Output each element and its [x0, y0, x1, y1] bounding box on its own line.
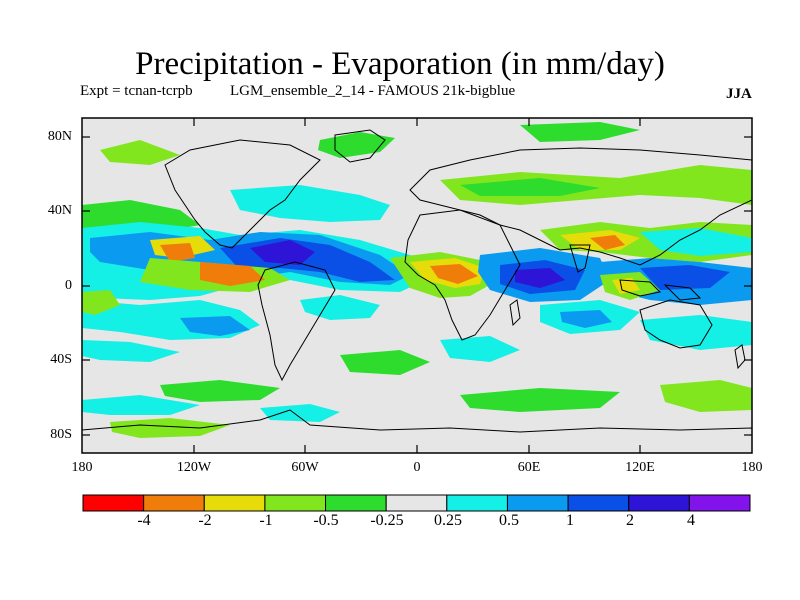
run-label: LGM_ensemble_2_14 - FAMOUS 21k-bigblue — [230, 83, 516, 99]
colorbar-label: -4 — [137, 512, 151, 529]
lon-label-60w: 60W — [291, 460, 319, 475]
colorbar-label: 0.5 — [499, 512, 519, 529]
colorbar-swatch — [82, 494, 145, 512]
map-title: Precipitation - Evaporation (in mm/day) — [135, 46, 665, 82]
lon-ticks — [193, 118, 641, 453]
colorbar-label: -1 — [259, 512, 273, 529]
lat-label-80n: 80N — [47, 129, 72, 144]
colorbar-label: -2 — [198, 512, 212, 529]
map-field — [82, 118, 752, 453]
colorbar-swatch — [385, 494, 448, 512]
colorbar-swatch — [264, 494, 327, 512]
colorbar-swatch — [325, 494, 387, 512]
colorbar-swatch — [567, 494, 630, 512]
lat-label-80s: 80S — [50, 427, 72, 442]
colorbar-swatch — [143, 494, 205, 512]
colorbar — [82, 494, 751, 512]
colorbar-label: 2 — [626, 512, 634, 529]
lon-label-180w: 180 — [71, 460, 93, 475]
colorbar-swatch — [506, 494, 569, 512]
colorbar-swatch — [628, 494, 690, 512]
colorbar-swatch — [446, 494, 508, 512]
lon-label-180e: 180 — [741, 460, 763, 475]
colorbar-label: 1 — [566, 512, 574, 529]
lon-label-0: 0 — [413, 460, 421, 475]
colorbar-swatch — [203, 494, 266, 512]
lat-ticks — [82, 136, 752, 436]
colorbar-label: 0.25 — [434, 512, 462, 529]
coastlines — [82, 129, 752, 453]
colorbar-label: -0.25 — [370, 512, 404, 529]
colorbar-swatch — [688, 494, 751, 512]
lat-label-40n: 40N — [47, 203, 72, 218]
lon-label-60e: 60E — [517, 460, 541, 475]
season-label: JJA — [726, 86, 752, 102]
experiment-label: Expt = tcnan-tcrpb — [80, 83, 193, 99]
lon-label-120w: 120W — [176, 460, 212, 475]
lat-label-40s: 40S — [50, 352, 72, 367]
colorbar-label: 4 — [687, 512, 695, 529]
lon-label-120e: 120E — [625, 460, 655, 475]
lat-label-0: 0 — [65, 278, 72, 293]
colorbar-label: -0.5 — [313, 512, 339, 529]
